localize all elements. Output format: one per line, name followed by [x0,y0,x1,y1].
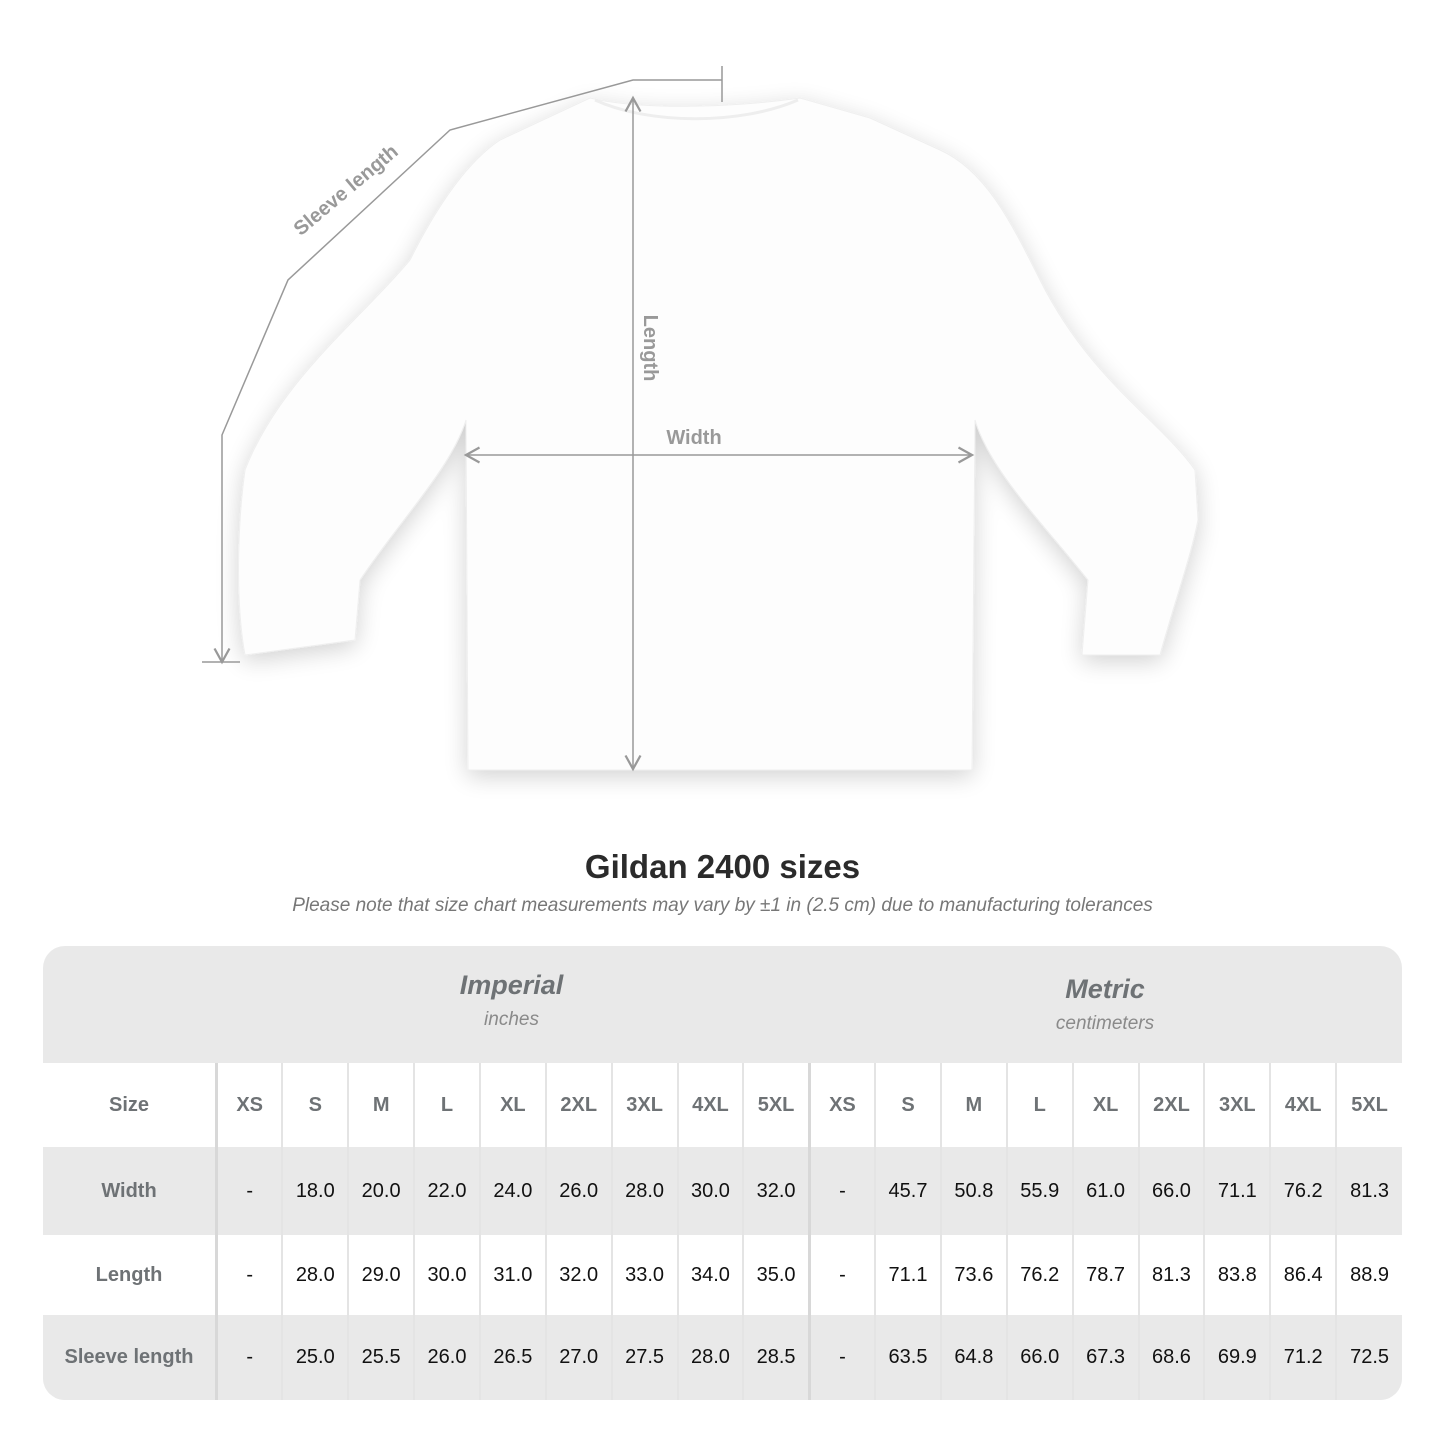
metric-value-cell: 45.7 [874,1147,941,1235]
metric-value-cell: 76.2 [1005,1235,1073,1315]
imperial-size-5xl: 5XL [742,1063,810,1147]
size-header-row: Size XS S M L XL 2XL 3XL 4XL 5XL XS S M L XL 2XL 3XL 4XL 5… [43,1063,1402,1147]
metric-value-cell: 66.0 [1005,1315,1073,1400]
row-label: Width [43,1147,218,1235]
metric-value-cell: 69.9 [1203,1315,1271,1400]
metric-size-l: L [1005,1063,1073,1147]
imperial-size-xs: XS [215,1063,283,1147]
metric-value-cell: 63.5 [874,1315,941,1400]
imperial-value-cell: 25.0 [281,1315,349,1400]
imperial-size-s: S [281,1063,349,1147]
row-label: Sleeve length [43,1315,218,1400]
metric-value-cell: - [807,1315,876,1400]
imperial-value-cell: 32.0 [742,1147,810,1235]
metric-value-cell: 83.8 [1203,1235,1271,1315]
imperial-value-cell: 25.5 [347,1315,415,1400]
table-row: Width -18.0 20.0 22.0 24.0 26.0 28.0 30.0 32.0-4… [43,1147,1402,1235]
imperial-value-cell: 29.0 [347,1235,415,1315]
metric-header: Metric centimeters [808,946,1402,1091]
metric-value-cell: 68.6 [1137,1315,1205,1400]
imperial-unit: inches [484,1009,539,1030]
imperial-size-m: M [347,1063,415,1147]
metric-value-cell: 67.3 [1071,1315,1139,1400]
imperial-value-cell: 26.0 [544,1147,612,1235]
imperial-value-cell: 28.0 [676,1315,744,1400]
imperial-value-cell: 26.5 [478,1315,546,1400]
metric-value-cell: 64.8 [939,1315,1007,1400]
metric-value-cell: 50.8 [939,1147,1007,1235]
metric-value-cell: 88.9 [1335,1235,1402,1315]
size-header-label: Size [43,1063,218,1147]
metric-value-cell: - [807,1147,876,1235]
imperial-value-cell: 32.0 [544,1235,612,1315]
table-row: Length -28.0 29.0 30.0 31.0 32.0 33.0 34.0 35.0-… [43,1235,1402,1315]
imperial-value-cell: 18.0 [281,1147,349,1235]
width-label: Width [666,427,721,449]
metric-value-cell: 72.5 [1335,1315,1402,1400]
sleeve-measure-line [213,79,722,665]
imperial-value-cell: 26.0 [413,1315,480,1400]
imperial-value-cell: 35.0 [742,1235,810,1315]
imperial-size-xl: XL [478,1063,546,1147]
collar [594,98,799,121]
size-grid: Size XS S M L XL 2XL 3XL 4XL 5XL XS S M L XL 2XL 3XL 4XL 5… [43,1063,1402,1400]
imperial-value-cell: 28.0 [610,1147,678,1235]
shirt-diagram: Sleeve length Length Width [202,66,1199,772]
row-label: Length [43,1235,218,1315]
metric-value-cell: 81.3 [1137,1235,1205,1315]
page-title: Gildan 2400 sizes [584,848,861,885]
metric-value-cell: 71.1 [874,1235,941,1315]
imperial-value-cell: 30.0 [676,1147,744,1235]
table-row: Sleeve length -25.0 25.5 26.0 26.5 27.0 27.5 28… [43,1315,1402,1400]
metric-value-cell: 61.0 [1071,1147,1139,1235]
shirt-illustration [238,97,1199,771]
imperial-value-cell: 20.0 [347,1147,415,1235]
metric-unit: centimeters [1055,1013,1155,1034]
imperial-size-2xl: 2XL [544,1063,612,1147]
imperial-value-cell: 28.0 [281,1235,349,1315]
imperial-value-cell: 34.0 [676,1235,744,1315]
imperial-size-3xl: 3XL [610,1063,678,1147]
imperial-size-l: L [413,1063,480,1147]
imperial-value-cell: 28.5 [742,1315,810,1400]
imperial-value-cell: - [215,1147,283,1235]
metric-size-s: S [874,1063,941,1147]
size-table: Imperial inches Metric centimeters Size X… [43,946,1402,1400]
imperial-value-cell: 27.5 [610,1315,678,1400]
metric-value-cell: 76.2 [1269,1147,1337,1235]
length-label: Length [639,315,661,382]
metric-size-3xl: 3XL [1203,1063,1271,1147]
imperial-value-cell: 30.0 [413,1235,480,1315]
metric-value-cell: 86.4 [1269,1235,1337,1315]
metric-value-cell: 81.3 [1335,1147,1402,1235]
metric-value-cell: 55.9 [1005,1147,1073,1235]
metric-value-cell: 78.7 [1071,1235,1139,1315]
metric-title: Metric [1065,974,1145,1004]
imperial-title: Imperial [459,970,564,1000]
imperial-value-cell: 31.0 [478,1235,546,1315]
imperial-header: Imperial inches [215,946,808,1087]
imperial-value-cell: - [215,1315,283,1400]
imperial-size-4xl: 4XL [676,1063,744,1147]
metric-value-cell: 66.0 [1137,1147,1205,1235]
metric-size-5xl: 5XL [1335,1063,1402,1147]
metric-value-cell: - [807,1235,876,1315]
metric-size-2xl: 2XL [1137,1063,1205,1147]
imperial-value-cell: 22.0 [413,1147,480,1235]
metric-size-m: M [939,1063,1007,1147]
metric-size-xl: XL [1071,1063,1139,1147]
tolerance-note: Please note that size chart measurements… [292,895,1153,916]
metric-value-cell: 71.2 [1269,1315,1337,1400]
metric-value-cell: 73.6 [939,1235,1007,1315]
metric-value-cell: 71.1 [1203,1147,1271,1235]
imperial-value-cell: 24.0 [478,1147,546,1235]
metric-size-4xl: 4XL [1269,1063,1337,1147]
imperial-value-cell: 27.0 [544,1315,612,1400]
imperial-value-cell: 33.0 [610,1235,678,1315]
metric-size-xs: XS [807,1063,876,1147]
imperial-value-cell: - [215,1235,283,1315]
